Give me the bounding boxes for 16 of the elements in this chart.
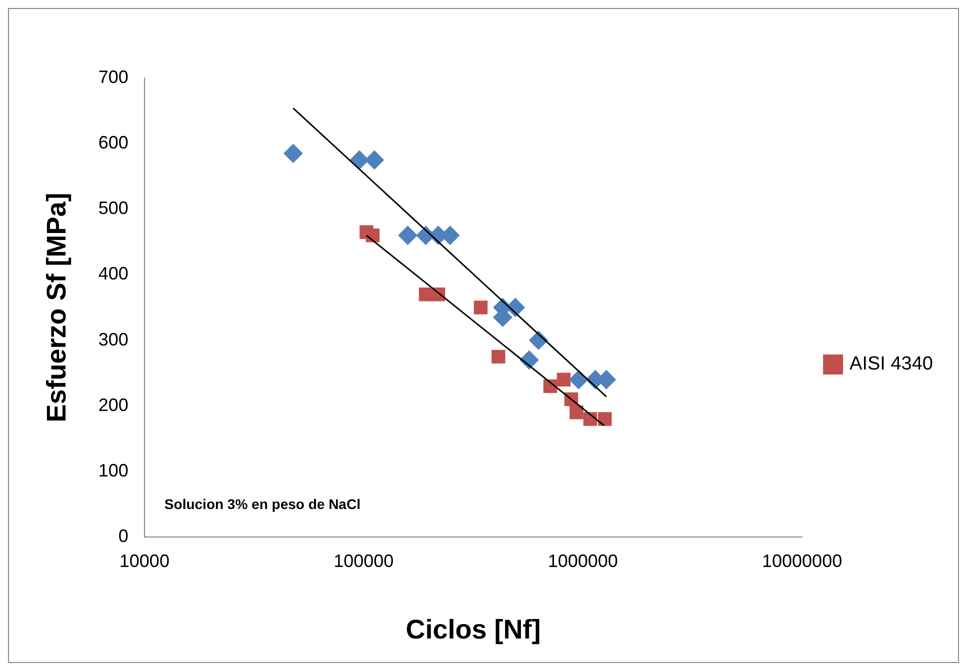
- y-tick-label: 100: [98, 460, 128, 480]
- y-axis-title: Esfuerzo Sf [MPa]: [42, 192, 72, 422]
- legend-label: AISI 4340: [850, 354, 934, 375]
- y-tick-label: 0: [118, 526, 128, 546]
- y-tick-label: 700: [98, 66, 128, 87]
- y-tick-label: 400: [98, 264, 128, 284]
- x-tick-label: 10000000: [762, 550, 842, 571]
- y-tick-label: 200: [98, 394, 128, 415]
- x-axis-title: Ciclos [Nf]: [406, 614, 541, 644]
- annotation: Solucion 3% en peso de NaCl: [164, 496, 360, 512]
- y-tick-label: 600: [98, 132, 128, 153]
- y-tick-label: 500: [98, 198, 128, 218]
- x-tick-label: 100000: [334, 550, 394, 571]
- x-tick-label: 10000: [119, 550, 170, 571]
- y-tick-label: 300: [98, 329, 128, 350]
- x-tick-label: 1000000: [548, 550, 618, 571]
